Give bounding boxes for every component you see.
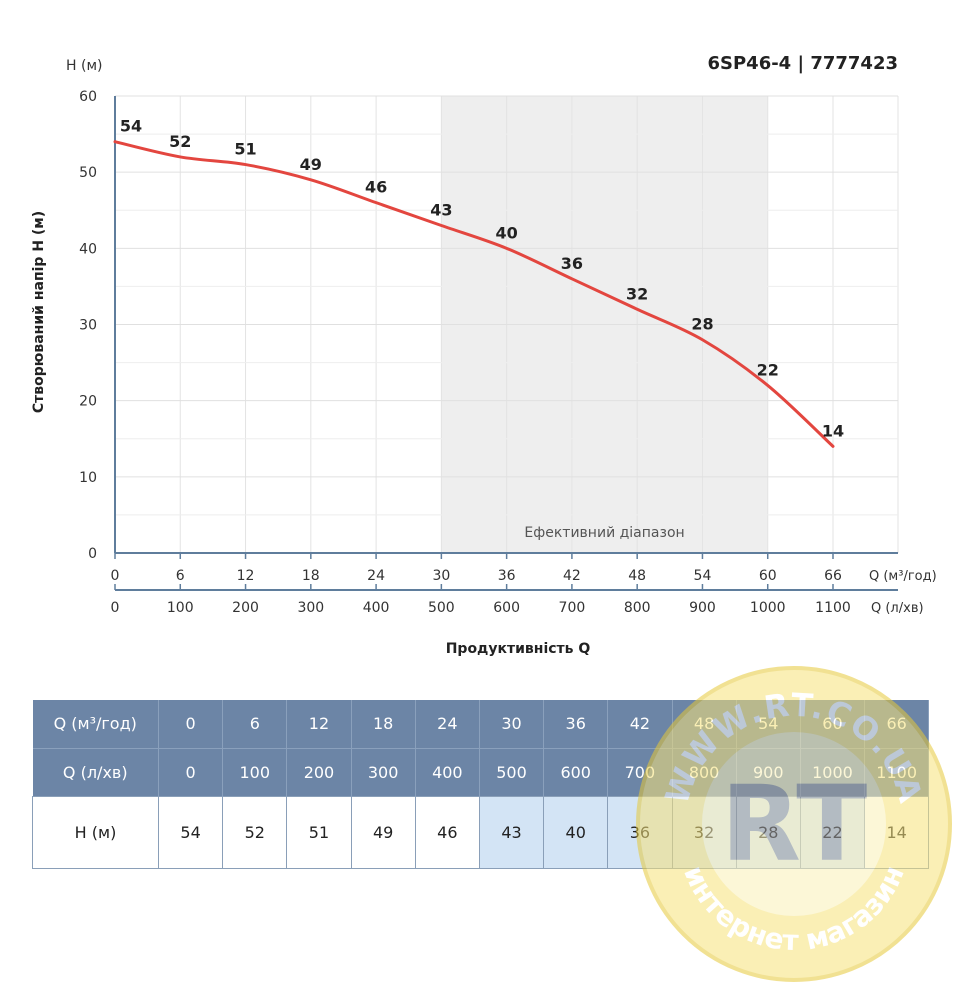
x-tick-label-secondary: 300 [297, 600, 324, 616]
y-tick-label: 50 [79, 165, 97, 181]
x-tick-label-secondary: 100 [167, 600, 194, 616]
y-tick-label: 0 [88, 546, 97, 562]
table-cell: 0 [158, 748, 224, 796]
pump-curve-chart: Ефективний діапазон 0 10 20 30 40 50 60 0 6 12 18… [31, 53, 937, 657]
x-axis-title: Продуктивність Q [446, 641, 591, 657]
table-row-header: Q (л/хв) [32, 748, 159, 796]
table-cell: 100 [222, 748, 288, 796]
table-cell: 42 [607, 700, 673, 749]
table-cell: 24 [415, 700, 480, 749]
y-tick-label: 60 [79, 89, 97, 105]
table-cell: 51 [286, 795, 352, 869]
x-tick-labels-secondary: 0 100 200 300 400 500 600 700 800 900 1000 1100 [111, 600, 851, 616]
x-tick-label-primary: 24 [367, 568, 385, 584]
y-tick-labels: 0 10 20 30 40 50 60 [79, 89, 97, 562]
table-cell: 6 [222, 700, 288, 749]
watermark-logo-text: RT [721, 763, 867, 885]
x-tick-label-secondary: 700 [559, 600, 586, 616]
x-tick-label-primary: 42 [563, 568, 581, 584]
data-label: 43 [430, 200, 452, 219]
table-cell: 300 [351, 748, 416, 796]
x-tick-label-secondary: 900 [689, 600, 716, 616]
x-tick-label-secondary: 600 [493, 600, 520, 616]
y-axis-title: Створюваний напір H (м) [31, 211, 47, 413]
head-curve-line [113, 140, 835, 448]
x-tick-label-primary: 54 [694, 568, 712, 584]
watermark-inner-disc [702, 732, 886, 916]
data-label: 28 [691, 315, 713, 334]
data-label: 52 [169, 132, 191, 151]
table-cell: 18 [351, 700, 416, 749]
chart-title: 6SP46-4 | 7777423 [707, 53, 898, 74]
data-label: 40 [496, 223, 518, 242]
x-unit-primary: Q (м³/год) [869, 569, 937, 584]
x-tick-label-secondary: 500 [428, 600, 455, 616]
x-tick-label-secondary: 400 [363, 600, 390, 616]
table-row-header: H (м) [32, 795, 159, 869]
x-tick-label-secondary: 800 [624, 600, 651, 616]
x-tick-label-primary: 0 [111, 568, 120, 584]
data-label: 51 [234, 140, 256, 159]
y-tick-label: 30 [79, 318, 97, 334]
data-label: 36 [561, 254, 583, 273]
data-label: 22 [757, 360, 779, 379]
y-tick-label: 40 [79, 241, 97, 257]
x-tick-label-primary: 18 [302, 568, 320, 584]
data-label: 46 [365, 178, 387, 197]
table-cell: 49 [350, 795, 416, 869]
x-tick-label-secondary: 1000 [750, 600, 786, 616]
x-tick-label-secondary: 1100 [815, 600, 851, 616]
x-unit-secondary: Q (л/хв) [871, 601, 924, 616]
chart-axes [114, 96, 898, 591]
x-tick-label-primary: 6 [176, 568, 185, 584]
data-labels: 54 52 51 49 46 43 40 36 32 28 22 14 [120, 117, 844, 441]
x-tick-label-primary: 30 [432, 568, 450, 584]
table-cell: 52 [222, 795, 288, 869]
x-tick-labels-primary: 0 6 12 18 24 30 36 42 48 54 60 66 [111, 568, 842, 584]
table-cell: 600 [543, 748, 609, 796]
y-tick-label: 10 [79, 470, 97, 486]
x-tick-label-secondary: 200 [232, 600, 259, 616]
efficient-range-label: Ефективний діапазон [524, 525, 684, 541]
table-row-header: Q (м³/год) [32, 700, 159, 749]
x-tick-label-primary: 48 [628, 568, 646, 584]
x-tick-label-primary: 12 [237, 568, 255, 584]
x-tick-label-secondary: 0 [111, 600, 120, 616]
y-tick-label: 20 [79, 394, 97, 410]
table-cell: 43 [478, 795, 545, 869]
table-cell: 12 [286, 700, 352, 749]
data-label: 32 [626, 284, 648, 303]
table-cell: 200 [286, 748, 352, 796]
table-cell: 400 [415, 748, 480, 796]
data-label: 49 [300, 155, 322, 174]
table-cell: 40 [543, 795, 609, 869]
x-tick-label-primary: 36 [498, 568, 516, 584]
x-tick-label-primary: 60 [759, 568, 777, 584]
table-cell: 36 [543, 700, 609, 749]
data-label: 54 [120, 117, 142, 136]
table-cell: 46 [414, 795, 480, 869]
y-unit-label: H (м) [66, 58, 102, 74]
chart-grid-lines [114, 95, 899, 554]
table-cell: 0 [158, 700, 224, 749]
table-cell: 30 [479, 700, 545, 749]
table-cell: 54 [157, 795, 224, 869]
x-tick-label-primary: 66 [824, 568, 842, 584]
table-cell: 500 [479, 748, 545, 796]
rt-watermark-logo: WWW.RT.CO.UA RT интернет магазин [636, 666, 952, 982]
data-label: 14 [822, 421, 844, 440]
